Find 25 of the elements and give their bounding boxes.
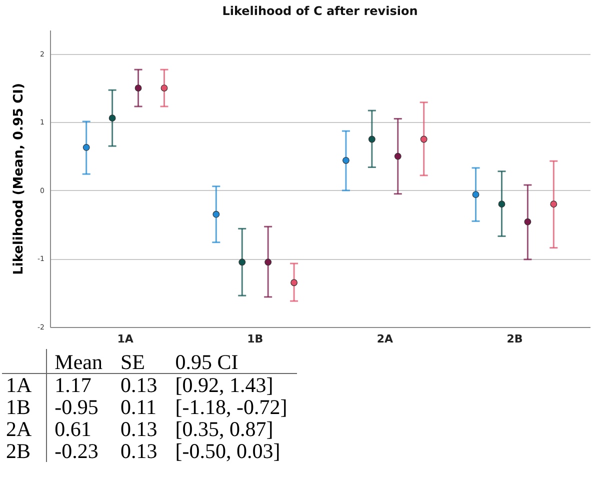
text: 1A	[2, 373, 46, 397]
text: [-0.50, 0.03]	[174, 439, 282, 463]
text: 0.13	[120, 439, 158, 463]
text: Mean	[46, 349, 112, 374]
text: [0.92, 1.43]	[174, 373, 274, 397]
text: [0.35, 0.87]	[174, 417, 274, 441]
text: 2B	[2, 439, 46, 463]
text: -0.95	[54, 395, 100, 419]
y-axis-title: Likelihood (Mean, 0.95 CI)	[12, 83, 27, 275]
text: 0.13	[120, 417, 158, 441]
x-tick-label: 1B	[247, 332, 264, 346]
text: 0.11	[120, 395, 158, 419]
text: 0.95 CI	[167, 349, 298, 374]
text: 1.17	[54, 373, 92, 397]
text: -0.23	[54, 439, 100, 463]
x-tick-label: 2A	[376, 332, 394, 346]
x-tick-label: 1A	[117, 332, 134, 346]
text: 1B	[2, 395, 46, 419]
text: [-1.18, -0.72]	[174, 395, 288, 419]
text: 0.61	[54, 417, 92, 441]
chart-title: Likelihood of C after revision	[222, 4, 418, 18]
text: SE	[112, 349, 168, 374]
text: 2A	[2, 417, 46, 441]
x-tick-label: 2B	[506, 332, 523, 346]
text: 0.13	[120, 373, 158, 397]
